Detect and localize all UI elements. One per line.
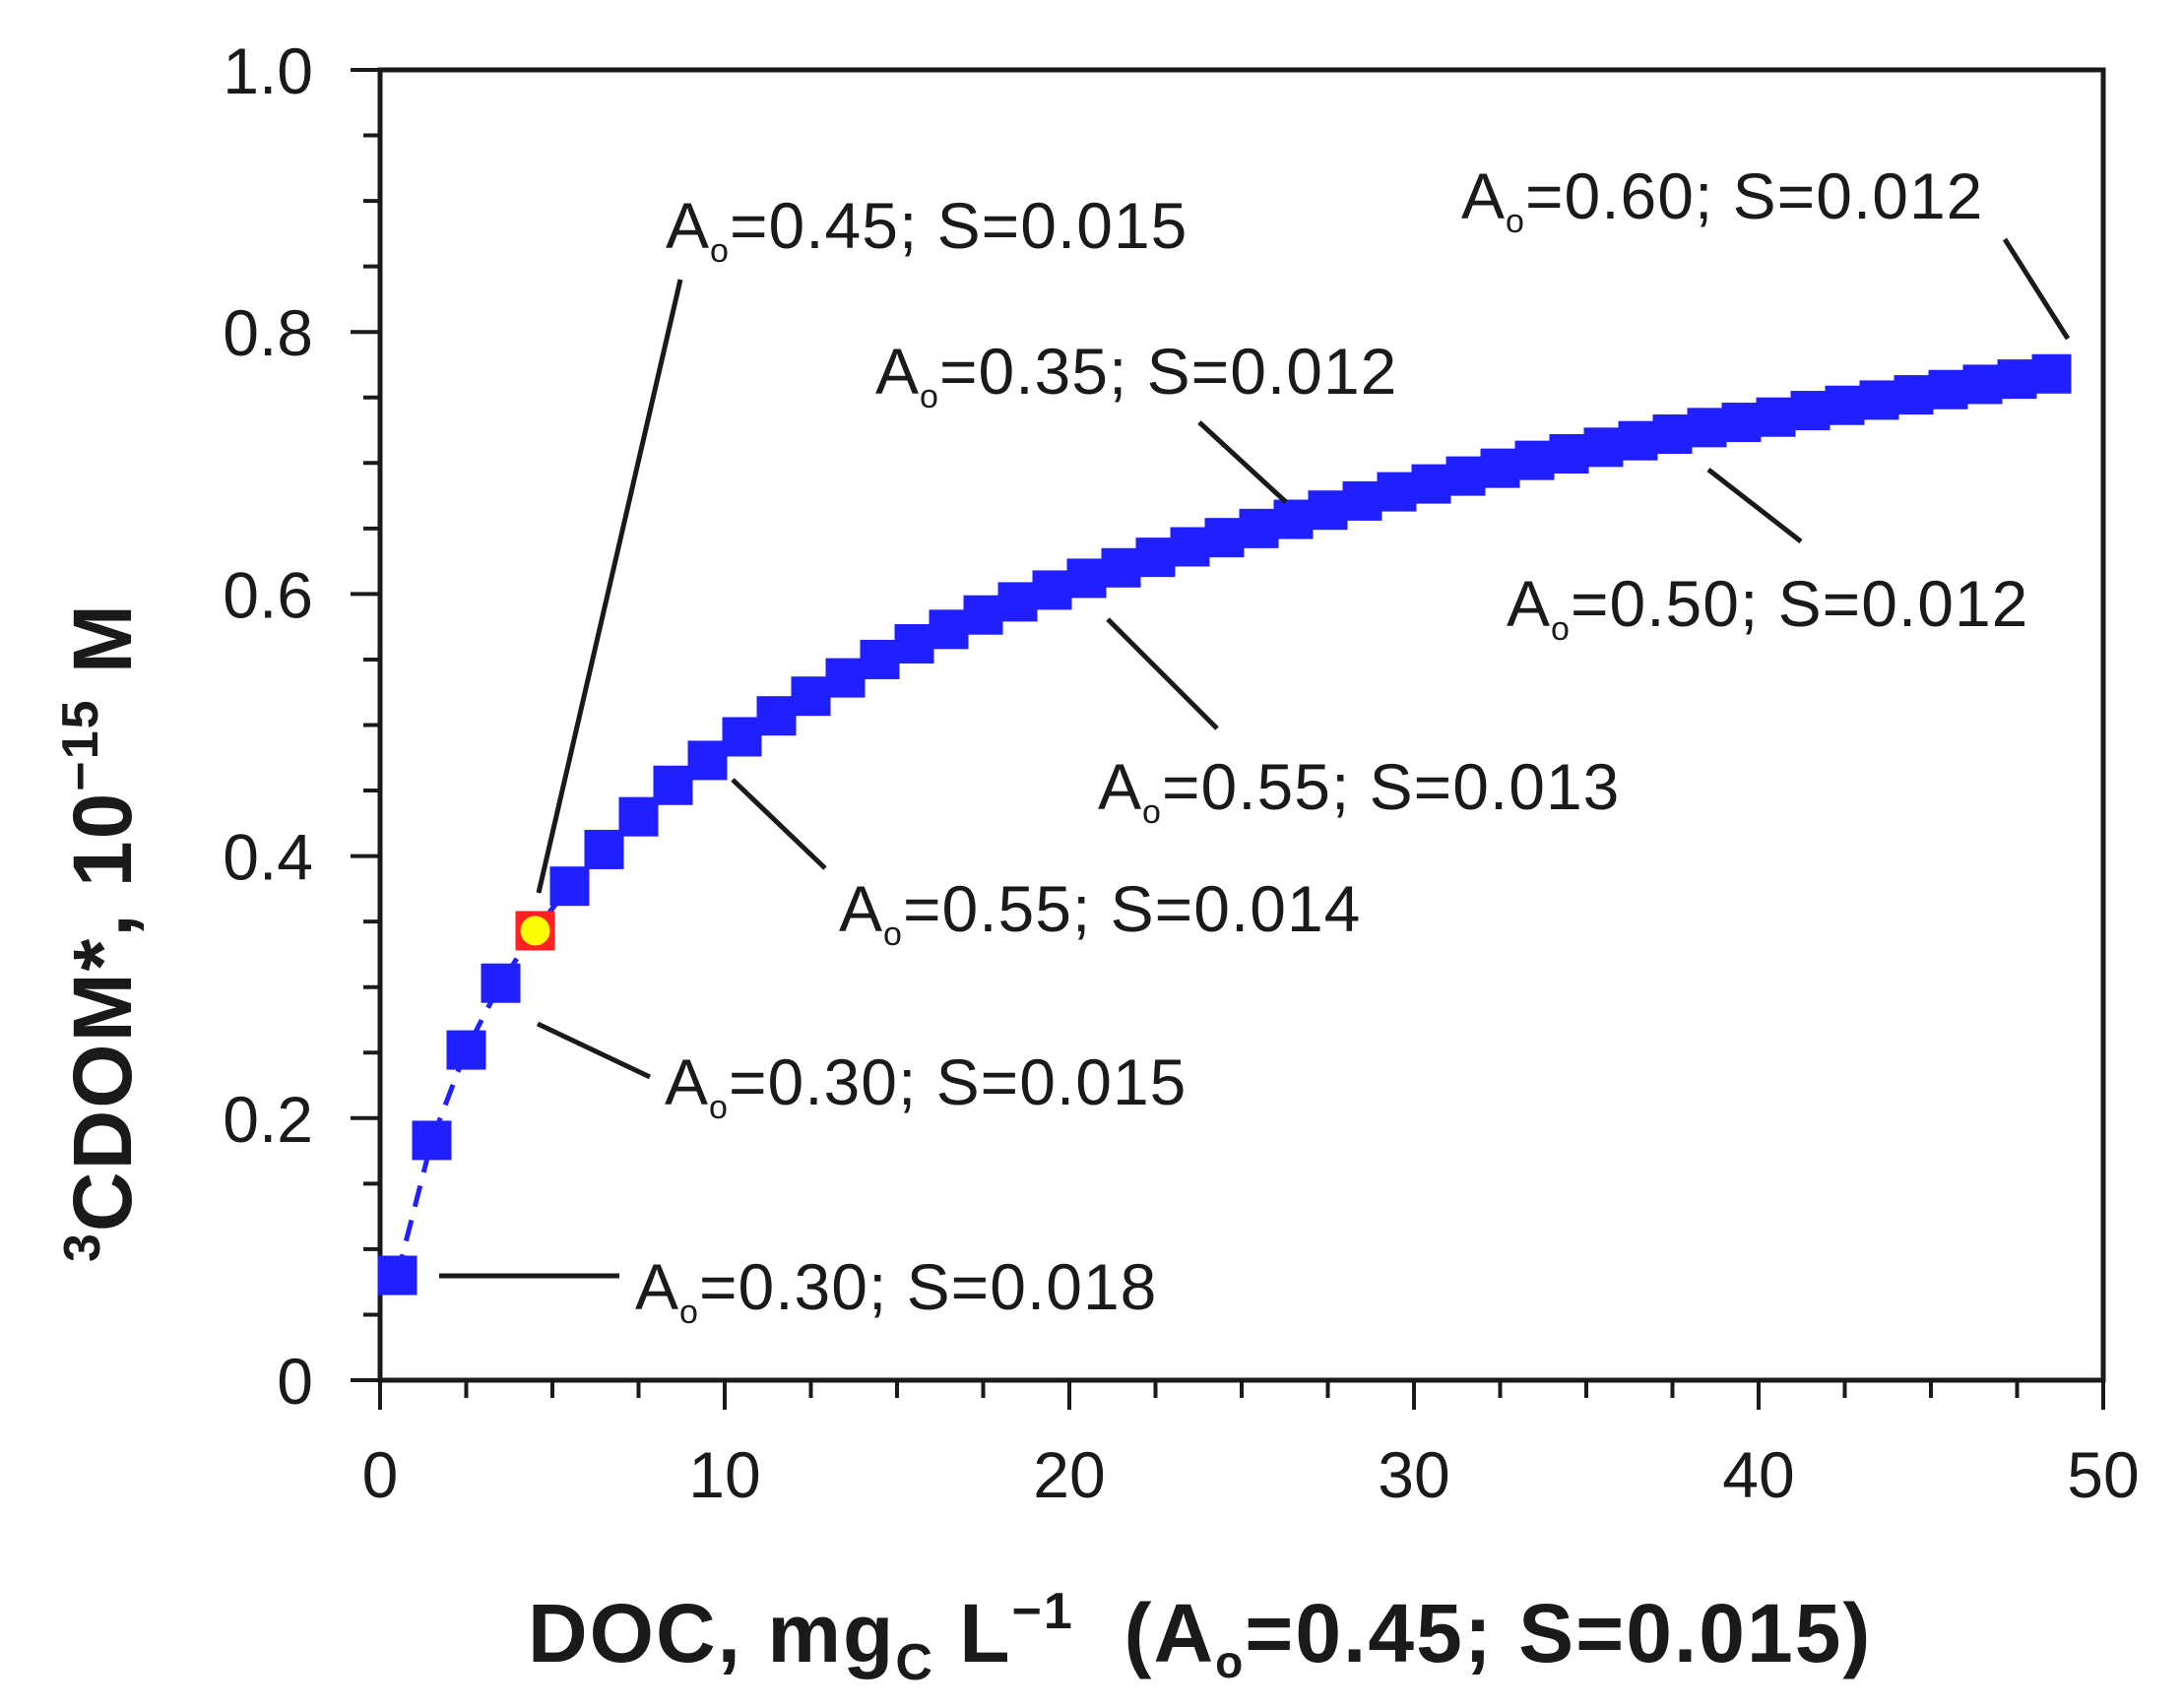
- annotations: Ao=0.45; S=0.015 Ao=0.60; S=0.012 Ao=0.35;…: [439, 159, 2071, 1331]
- data-point-square: [1480, 448, 1520, 488]
- annotation-label: Ao=0.30; S=0.015: [665, 1045, 1187, 1126]
- data-point-square: [929, 609, 969, 650]
- data-point-square: [1135, 538, 1176, 578]
- data-point-square: [1997, 359, 2037, 400]
- data-point-square: [446, 1030, 486, 1070]
- data-point-square: [1032, 570, 1072, 610]
- data-point-square: [1066, 558, 1107, 599]
- annotation: Ao=0.60; S=0.012: [1461, 159, 2071, 341]
- data-point-square: [1377, 472, 1417, 512]
- highlight-circle: [520, 916, 550, 946]
- highlighted-point: [515, 911, 555, 951]
- data-point-square: [860, 639, 900, 679]
- data-point-square: [1618, 420, 1658, 461]
- data-point-square: [1514, 440, 1555, 480]
- y-tick-label: 0.8: [223, 296, 313, 369]
- annotation-label: Ao=0.50; S=0.012: [1507, 567, 2028, 648]
- data-point-square: [1790, 391, 1830, 431]
- y-tick-label: 0.6: [223, 558, 313, 631]
- leader-line: [1706, 468, 1803, 543]
- annotation-label: Ao=0.35; S=0.012: [875, 335, 1397, 415]
- x-tick-label: 20: [1033, 1438, 1105, 1511]
- y-tick-label: 0: [277, 1345, 313, 1418]
- data-point-square: [1411, 464, 1451, 504]
- data-point-square: [756, 696, 797, 736]
- annotation: Ao=0.35; S=0.012: [875, 335, 1397, 504]
- data-point-square: [1308, 490, 1348, 531]
- data-point-square: [687, 740, 728, 781]
- x-axis-title: DOC, mgC L−1 (Ao=0.45; S=0.015): [528, 1583, 1872, 1691]
- annotation-label: Ao=0.60; S=0.012: [1461, 159, 1983, 240]
- data-point-square: [1583, 427, 1624, 468]
- annotation: Ao=0.50; S=0.012: [1507, 468, 2028, 648]
- data-point-square: [1204, 518, 1245, 558]
- data-point-square: [584, 829, 624, 869]
- data-point-square: [1549, 433, 1589, 474]
- annotation: Ao=0.55; S=0.014: [731, 778, 1361, 953]
- data-point-square: [1101, 547, 1141, 588]
- plot-axes: [377, 67, 2106, 1383]
- axis-titles: DOC, mgC L−1 (Ao=0.45; S=0.015) 3CDOM*, …: [52, 602, 1872, 1691]
- data-point-square: [618, 796, 659, 837]
- y-tick-label: 0.2: [223, 1083, 313, 1156]
- x-tick-label: 30: [1378, 1438, 1449, 1511]
- annotation: Ao=0.30; S=0.015: [536, 1021, 1187, 1126]
- annotation: Ao=0.30; S=0.018: [439, 1250, 1157, 1331]
- data-point-square: [791, 676, 831, 717]
- data-point-square: [997, 582, 1038, 622]
- data-point-square: [1756, 397, 1796, 437]
- series-markers: [377, 353, 2072, 1296]
- data-point-square: [1652, 414, 1693, 455]
- data-point-square: [894, 623, 934, 664]
- axis-tick-labels: 0 10 20 30 40 50 0 0.2 0.4 0.6 0.8 1.0: [223, 34, 2139, 1511]
- data-point-square: [412, 1120, 452, 1161]
- data-point-square: [825, 658, 866, 698]
- x-tick-label: 50: [2067, 1438, 2139, 1511]
- leader-line: [536, 1021, 652, 1080]
- data-point-square: [2031, 353, 2072, 394]
- data-point-square: [1859, 380, 1899, 420]
- data-point-square: [1825, 385, 1865, 425]
- annotation-label: Ao=0.55; S=0.013: [1098, 750, 1620, 831]
- axis-ticks: [351, 68, 2105, 1410]
- leader-line: [1106, 617, 1219, 730]
- annotation: Ao=0.55; S=0.013: [1098, 617, 1620, 831]
- data-point-square: [549, 866, 590, 907]
- data-point-square: [1928, 369, 1968, 410]
- data-point-square: [1170, 527, 1210, 567]
- data-point-square: [377, 1255, 417, 1296]
- data-point-square: [963, 595, 1003, 635]
- data-point-square: [481, 963, 521, 1003]
- annotation-label: Ao=0.30; S=0.018: [635, 1250, 1157, 1331]
- data-point-square: [1962, 364, 2003, 405]
- data-point-square: [1687, 408, 1727, 448]
- data-point-square: [1273, 499, 1314, 539]
- data-point-square: [1445, 456, 1486, 496]
- annotation-label: Ao=0.55; S=0.014: [839, 872, 1361, 953]
- y-tick-label: 0.4: [223, 821, 313, 894]
- plot-frame: [377, 67, 2106, 1383]
- y-tick-label: 1.0: [223, 34, 313, 107]
- data-point-square: [1894, 375, 1934, 415]
- x-tick-label: 0: [362, 1438, 399, 1511]
- leader-line: [731, 778, 827, 870]
- annotation-label: Ao=0.45; S=0.015: [666, 189, 1188, 270]
- data-point-square: [1342, 480, 1382, 521]
- data-point-square: [1239, 508, 1279, 548]
- data-point-square: [722, 717, 762, 757]
- leader-line: [2002, 237, 2071, 341]
- x-tick-label: 10: [688, 1438, 760, 1511]
- annotation: Ao=0.45; S=0.015: [536, 189, 1188, 894]
- leader-line: [536, 279, 683, 894]
- leader-line: [1197, 420, 1288, 504]
- data-point-square: [1721, 403, 1762, 443]
- data-point-square: [653, 765, 693, 805]
- x-tick-label: 40: [1722, 1438, 1794, 1511]
- y-axis-title: 3CDOM*, 10−15 M: [52, 602, 149, 1262]
